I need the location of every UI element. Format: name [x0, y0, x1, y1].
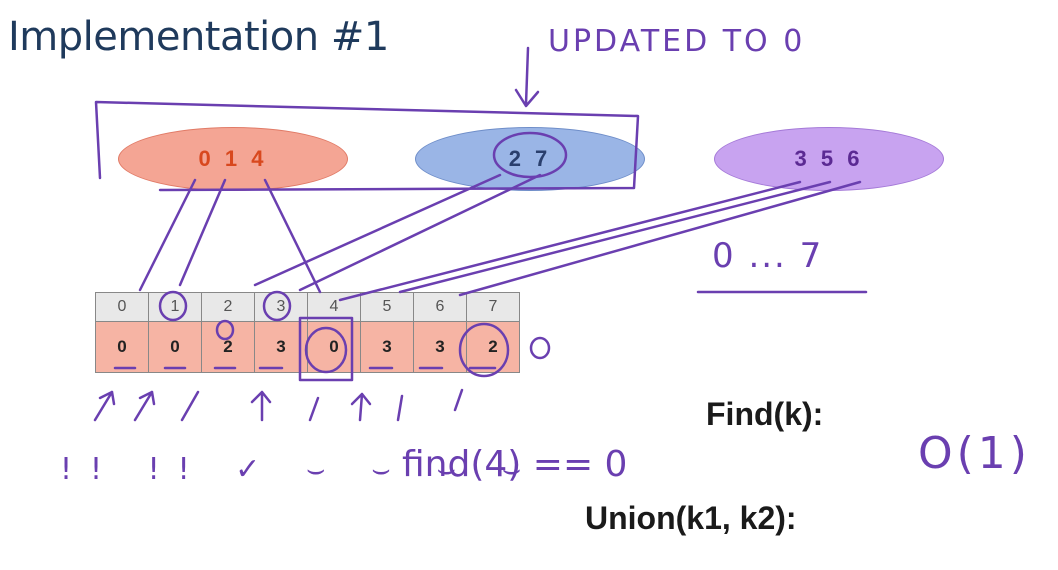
- ink-small-circle: [215, 319, 235, 341]
- find-label: Find(k):: [706, 396, 824, 432]
- set-label: 2 7: [508, 146, 552, 171]
- index-cell: 2: [201, 292, 255, 322]
- value-cell: 2: [201, 321, 255, 373]
- ink-up-arrow: [308, 396, 320, 422]
- ink-arrow: [298, 173, 542, 292]
- tick-marks: !! !! ✓ ⌣ ⌣ ⌣ ⌣: [60, 452, 540, 487]
- ink-up-arrow: [396, 394, 404, 422]
- range-note: 0 ... 7: [712, 236, 824, 276]
- ink-circle-27: [492, 131, 568, 179]
- ink-arrow: [263, 178, 322, 294]
- ink-circle-index: [262, 290, 292, 322]
- ink-arrow: [138, 178, 197, 292]
- index-cell: 3: [254, 292, 308, 322]
- ink-up-arrow: [93, 390, 116, 422]
- ink-small-circle: [529, 336, 551, 360]
- slide-title: Implementation #1: [8, 14, 389, 60]
- complexity-note: O(1): [918, 428, 1031, 479]
- value-cell: 0: [148, 321, 202, 373]
- ink-arrow: [338, 180, 802, 302]
- value-cell: 2: [466, 321, 520, 373]
- ink-circle-value: [458, 322, 510, 378]
- set-label: 0 1 4: [198, 146, 268, 171]
- updated-note: UPDATED TO 0: [548, 24, 806, 59]
- ink-circle-value: [304, 326, 348, 374]
- set-label: 3 5 6: [794, 146, 864, 171]
- ink-arrow: [398, 180, 832, 294]
- value-cell: 0: [95, 321, 149, 373]
- value-cell: 3: [413, 321, 467, 373]
- ink-up-arrow: [133, 390, 156, 422]
- ink-up-arrow: [350, 392, 372, 422]
- array-index-row: 0 1 2 3 4 5 6 7: [95, 292, 520, 322]
- ink-circle-index: [158, 290, 188, 322]
- ink-up-arrow: [453, 388, 464, 412]
- ink-up-arrow: [250, 390, 272, 422]
- ink-box: [298, 316, 354, 382]
- value-cell: 3: [360, 321, 414, 373]
- index-cell: 1: [148, 292, 202, 322]
- ink-arrow-note: [514, 46, 540, 108]
- ink-arrow: [253, 173, 502, 287]
- index-cell: 7: [466, 292, 520, 322]
- ink-arrow: [178, 178, 227, 287]
- union-label: Union(k1, k2):: [585, 500, 797, 536]
- set-ellipse-red: 0 1 4: [118, 127, 348, 191]
- ink-up-arrow: [180, 390, 200, 422]
- find-expression: find(4) == 0: [402, 444, 628, 485]
- ink-bracket: [94, 100, 640, 192]
- ink-arrow: [458, 180, 862, 297]
- index-cell: 5: [360, 292, 414, 322]
